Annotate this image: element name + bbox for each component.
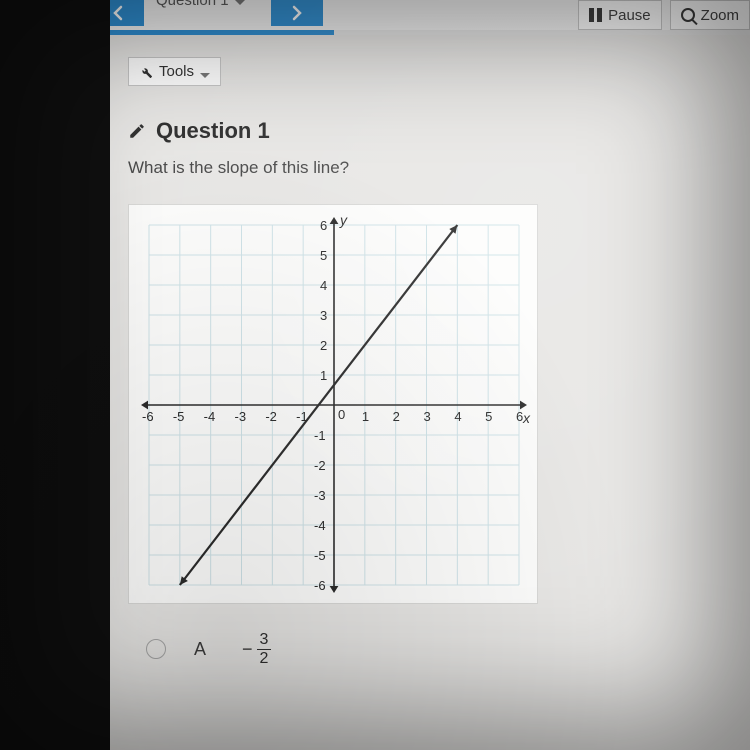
chevron-down-icon — [235, 0, 245, 5]
svg-text:-4: -4 — [204, 409, 216, 424]
app-content: Question 1 Pause Zoom — [110, 0, 750, 750]
prev-question-button[interactable] — [110, 0, 144, 26]
radio-icon[interactable] — [146, 639, 166, 659]
svg-text:x: x — [522, 410, 531, 426]
svg-text:2: 2 — [393, 409, 400, 424]
svg-text:-5: -5 — [173, 409, 185, 424]
chevron-down-icon — [200, 73, 210, 78]
svg-text:3: 3 — [320, 308, 327, 323]
fraction-denominator: 2 — [260, 650, 269, 668]
svg-text:y: y — [339, 212, 348, 228]
svg-text:5: 5 — [485, 409, 492, 424]
pause-icon — [589, 8, 602, 22]
fraction-numerator: 3 — [257, 631, 272, 650]
answer-option-a[interactable]: A − 3 2 — [146, 628, 732, 670]
question-prompt: What is the slope of this line? — [128, 158, 732, 178]
answer-letter: A — [194, 639, 214, 660]
zoom-button[interactable]: Zoom — [670, 0, 750, 30]
negative-sign: − — [242, 639, 253, 660]
svg-text:1: 1 — [362, 409, 369, 424]
toolbar-right: Pause Zoom — [578, 0, 750, 30]
svg-text:0: 0 — [338, 407, 345, 422]
pause-button[interactable]: Pause — [578, 0, 662, 30]
svg-text:1: 1 — [320, 368, 327, 383]
svg-text:-3: -3 — [235, 409, 247, 424]
pencil-icon — [128, 122, 146, 140]
svg-text:-2: -2 — [265, 409, 277, 424]
device-bezel — [0, 0, 110, 750]
question-number: Question 1 — [156, 118, 270, 144]
svg-text:5: 5 — [320, 248, 327, 263]
fraction: 3 2 — [257, 631, 272, 668]
svg-text:-6: -6 — [142, 409, 154, 424]
chevron-right-icon — [288, 4, 306, 22]
question-page: Tools Question 1 What is the slope of th… — [110, 35, 750, 692]
svg-text:6: 6 — [320, 218, 327, 233]
topbar: Question 1 Pause Zoom — [110, 0, 750, 30]
svg-text:-4: -4 — [314, 518, 326, 533]
svg-text:-5: -5 — [314, 548, 326, 563]
question-heading: Question 1 — [128, 118, 732, 144]
chevron-left-icon — [110, 4, 127, 22]
pause-label: Pause — [608, 7, 651, 24]
svg-text:-2: -2 — [314, 458, 326, 473]
wrench-icon — [139, 65, 153, 79]
question-block: Question 1 What is the slope of this lin… — [128, 118, 732, 670]
svg-text:-6: -6 — [314, 578, 326, 593]
svg-text:2: 2 — [320, 338, 327, 353]
svg-text:-1: -1 — [314, 428, 326, 443]
next-question-button[interactable] — [271, 0, 323, 26]
zoom-label: Zoom — [701, 7, 739, 24]
svg-text:4: 4 — [454, 409, 461, 424]
answer-options: A − 3 2 — [128, 628, 732, 670]
tools-dropdown-label: Tools — [159, 63, 194, 80]
answer-value: − 3 2 — [242, 631, 271, 668]
question-selector-label: Question 1 — [156, 0, 229, 9]
svg-text:4: 4 — [320, 278, 327, 293]
svg-text:-3: -3 — [314, 488, 326, 503]
svg-text:3: 3 — [424, 409, 431, 424]
search-icon — [681, 8, 695, 22]
tools-dropdown[interactable]: Tools — [128, 57, 221, 86]
question-selector[interactable]: Question 1 — [156, 0, 245, 9]
slope-graph: -6-5-4-3-2-10123456-6-5-4-3-2-1123456xy — [128, 204, 538, 604]
